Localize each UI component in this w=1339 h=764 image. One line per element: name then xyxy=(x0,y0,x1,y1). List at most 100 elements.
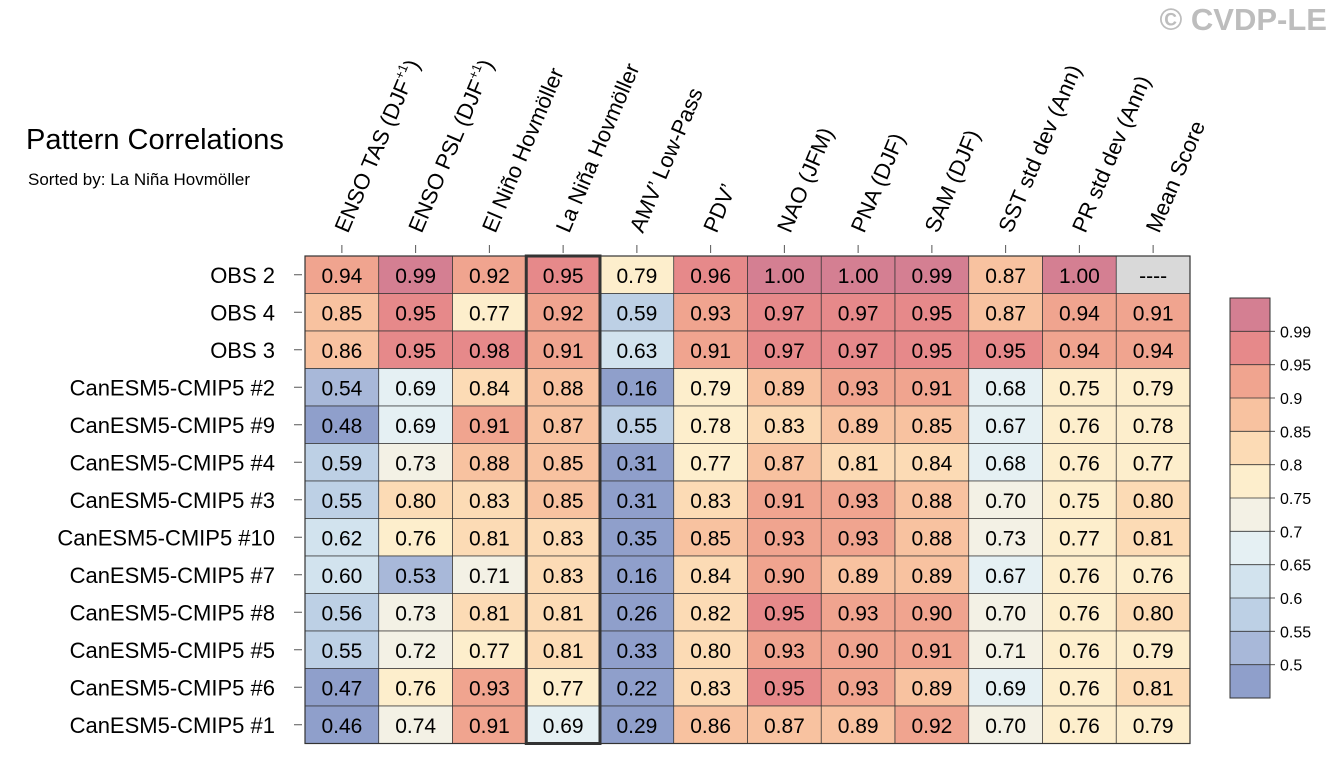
cell-value-label: 0.73 xyxy=(985,527,1026,550)
colorbar-border xyxy=(1229,297,1271,699)
row-label: OBS 2 xyxy=(210,263,275,288)
heatmap-cell xyxy=(525,630,601,669)
cell-value-label: 0.87 xyxy=(985,265,1026,288)
cell-value-label: 0.69 xyxy=(543,715,584,738)
heatmap-cell xyxy=(673,330,748,369)
heatmap-cell xyxy=(525,668,601,707)
heatmap-cell xyxy=(452,705,527,744)
heatmap-cell xyxy=(1042,555,1117,594)
cell-value-label: 0.63 xyxy=(616,340,657,363)
heatmap-cell xyxy=(894,518,970,557)
cell-value-label: 0.62 xyxy=(321,527,362,550)
cell-value-label: 0.33 xyxy=(616,640,657,663)
chart-title: Pattern Correlations xyxy=(26,124,284,156)
cell-value-label: 0.91 xyxy=(911,377,952,400)
heatmap-cell xyxy=(1042,405,1117,444)
cell-value-label: 0.86 xyxy=(690,715,731,738)
column-label: NAO (JFM) xyxy=(772,124,838,236)
cell-value-label: 0.69 xyxy=(395,415,436,438)
heatmap-cell xyxy=(1115,630,1191,669)
row-label: CanESM5-CMIP5 #9 xyxy=(70,413,275,438)
colorbar-segment xyxy=(1230,598,1270,632)
column-label: PNA (DJF) xyxy=(846,129,910,236)
cell-value-label: 0.70 xyxy=(985,490,1026,513)
cell-value-label: 0.82 xyxy=(690,602,731,625)
heatmap-cell xyxy=(673,405,748,444)
chart-subtitle: Sorted by: La Niña Hovmöller xyxy=(28,170,251,189)
cell-value-label: 0.85 xyxy=(321,302,362,325)
cell-value-label: 0.97 xyxy=(764,340,805,363)
watermark: © CVDP-LE xyxy=(1159,2,1327,37)
sorted-column-highlight xyxy=(524,254,602,745)
colorbar-segment xyxy=(1230,631,1270,665)
column-label: PR std dev (Ann) xyxy=(1067,72,1155,236)
cell-value-label: 0.85 xyxy=(690,527,731,550)
cell-value-label: 0.95 xyxy=(911,340,952,363)
cell-value-label: 0.91 xyxy=(764,490,805,513)
colorbar-label: 0.55 xyxy=(1280,624,1311,641)
heatmap-cell xyxy=(894,668,970,707)
cell-value-label: 0.80 xyxy=(690,640,731,663)
cell-value-label: 0.81 xyxy=(469,602,510,625)
heatmap-cell xyxy=(304,668,380,707)
heatmap-cell xyxy=(599,255,675,294)
heatmap-cell xyxy=(304,330,380,369)
heatmap-cell xyxy=(1115,443,1191,482)
cell-value-label: 0.78 xyxy=(690,415,731,438)
heatmap-overlay xyxy=(304,254,1191,745)
cell-value-label: 0.93 xyxy=(838,527,879,550)
heatmap-cell xyxy=(747,593,822,632)
heatmap-cells: 0.94 0.99 0.92 0.95 0.79 0.96 1.00 1.00 0.99 0.87… xyxy=(304,255,1191,744)
heatmap-cell xyxy=(378,405,453,444)
cell-value-label: 0.97 xyxy=(764,302,805,325)
cell-value-label: 0.95 xyxy=(764,677,805,700)
cell-value-label: 0.77 xyxy=(1133,452,1174,475)
colorbar-segment xyxy=(1230,498,1270,532)
heatmap-cell xyxy=(599,443,675,482)
cell-value-label: 0.79 xyxy=(1133,715,1174,738)
heatmap-cell xyxy=(378,705,453,744)
cell-value-label: 0.55 xyxy=(321,490,362,513)
heatmap-cell xyxy=(378,518,453,557)
heatmap-cell xyxy=(1042,293,1117,332)
heatmap-cell xyxy=(304,405,380,444)
cell-value-label: 0.83 xyxy=(543,565,584,588)
cell-value-label: 0.89 xyxy=(911,565,952,588)
cell-value-label: 0.93 xyxy=(764,527,805,550)
heatmap-cell xyxy=(968,555,1043,594)
cell-value-label: 0.70 xyxy=(985,715,1026,738)
heatmap-cell xyxy=(599,630,675,669)
cell-value-label: 0.77 xyxy=(469,640,510,663)
heatmap-cell xyxy=(1042,330,1117,369)
heatmap-cell xyxy=(968,443,1043,482)
heatmap-cell xyxy=(968,705,1043,744)
heatmap-cell xyxy=(304,255,380,294)
heatmap-cell xyxy=(1042,593,1117,632)
cell-value-label: 0.75 xyxy=(1059,490,1100,513)
cell-value-label: 0.95 xyxy=(543,265,584,288)
row-label: CanESM5-CMIP5 #3 xyxy=(70,488,275,513)
cell-value-label: 0.87 xyxy=(543,415,584,438)
heatmap-cell xyxy=(378,555,453,594)
heatmap-cell xyxy=(525,518,601,557)
heatmap-cell xyxy=(673,668,748,707)
cell-value-label: 1.00 xyxy=(838,265,879,288)
cell-value-label: 0.76 xyxy=(1059,602,1100,625)
cell-value-label: 0.94 xyxy=(321,265,362,288)
heatmap-cell xyxy=(304,555,380,594)
heatmap-cell xyxy=(1042,630,1117,669)
cell-value-label: 0.97 xyxy=(838,302,879,325)
cell-value-label: 0.88 xyxy=(911,527,952,550)
cell-value-label: 0.88 xyxy=(469,452,510,475)
heatmap-cell xyxy=(452,668,527,707)
cell-value-label: 0.76 xyxy=(1059,640,1100,663)
cell-value-label: 0.97 xyxy=(838,340,879,363)
cell-value-label: 0.77 xyxy=(543,677,584,700)
cell-value-label: 0.77 xyxy=(690,452,731,475)
row-label: CanESM5-CMIP5 #8 xyxy=(70,600,275,625)
column-label: SAM (DJF) xyxy=(919,126,985,236)
heatmap-cell xyxy=(894,705,970,744)
cell-value-label: 0.92 xyxy=(543,302,584,325)
cell-value-label: 0.93 xyxy=(838,677,879,700)
